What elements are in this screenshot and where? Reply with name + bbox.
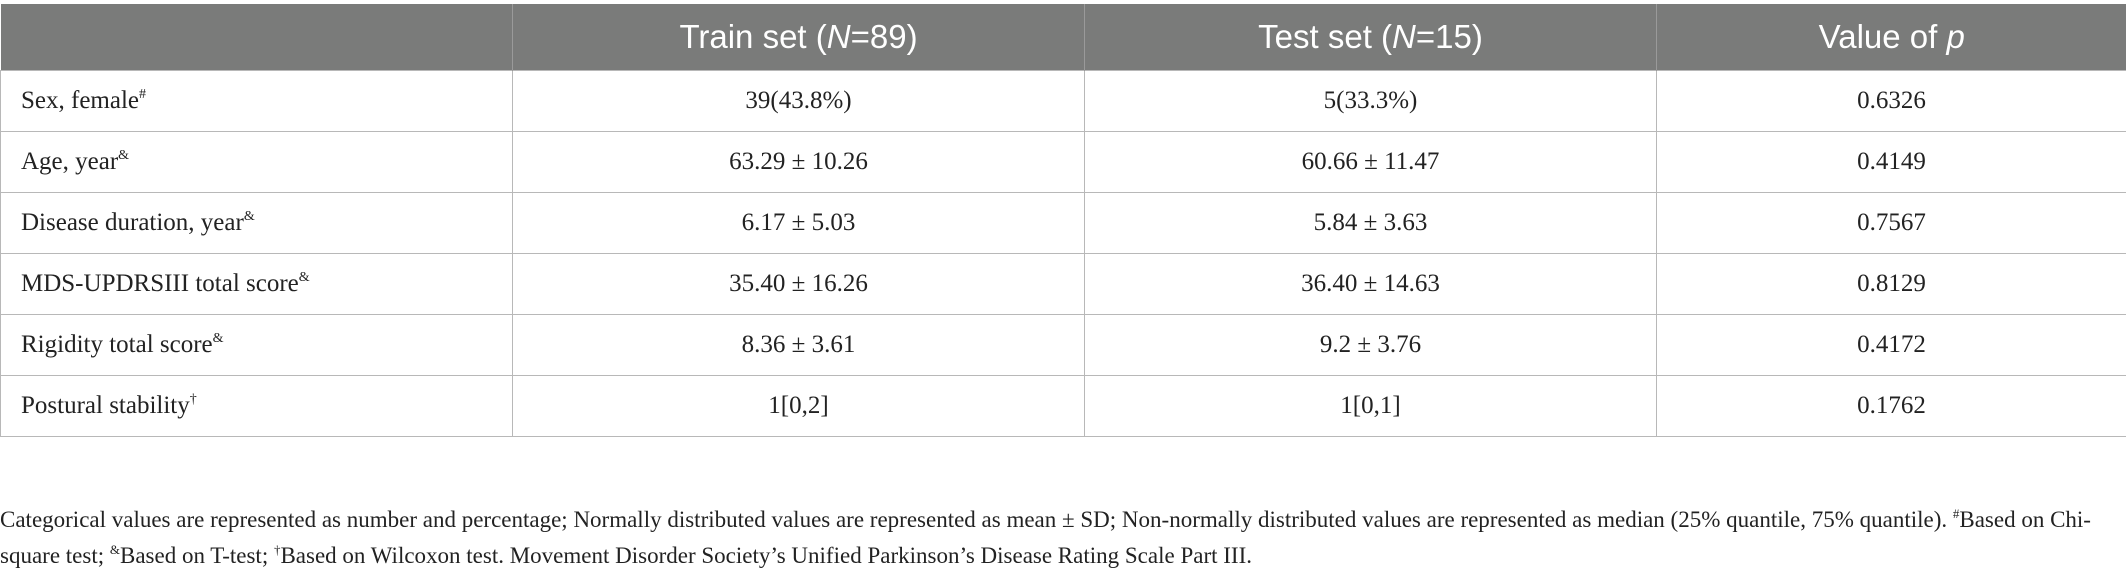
- baseline-characteristics-table: Train set (N=89) Test set (N=15) Value o…: [0, 4, 2126, 437]
- row-label: Age, year&: [0, 131, 513, 193]
- test-value: 1[0,1]: [1084, 375, 1657, 437]
- test-value: 5.84 ± 3.63: [1084, 192, 1657, 254]
- table-row-postural-stability: Postural stability† 1[0,2] 1[0,1] 0.1762: [0, 375, 2126, 437]
- p-value: 0.4172: [1656, 314, 2126, 376]
- header-test-set: Test set (N=15): [1084, 4, 1657, 71]
- row-label: Disease duration, year&: [0, 192, 513, 254]
- header-row: Train set (N=89) Test set (N=15) Value o…: [0, 4, 2126, 71]
- p-value: 0.6326: [1656, 70, 2126, 132]
- table-row-sex: Sex, female# 39(43.8%) 5(33.3%) 0.6326: [0, 70, 2126, 132]
- table-footnote: Categorical values are represented as nu…: [0, 506, 2091, 568]
- train-value: 1[0,2]: [512, 375, 1085, 437]
- footnote-mark: †: [273, 542, 281, 557]
- footnote-mark: &: [109, 542, 120, 557]
- table-row-age: Age, year& 63.29 ± 10.26 60.66 ± 11.47 0…: [0, 131, 2126, 193]
- row-label: Rigidity total score&: [0, 314, 513, 376]
- test-value: 60.66 ± 11.47: [1084, 131, 1657, 193]
- table-row-mds-updrsiii: MDS-UPDRSIII total score& 35.40 ± 16.26 …: [0, 253, 2126, 315]
- p-value: 0.7567: [1656, 192, 2126, 254]
- table-body: Sex, female# 39(43.8%) 5(33.3%) 0.6326 A…: [0, 70, 2126, 437]
- train-value: 63.29 ± 10.26: [512, 131, 1085, 193]
- header-train-set: Train set (N=89): [512, 4, 1085, 71]
- p-value: 0.4149: [1656, 131, 2126, 193]
- footnote-mark: #: [139, 87, 147, 102]
- table-header: Train set (N=89) Test set (N=15) Value o…: [0, 4, 2126, 71]
- header-blank-cell: [0, 4, 513, 71]
- p-value: 0.8129: [1656, 253, 2126, 315]
- p-value: 0.1762: [1656, 375, 2126, 437]
- row-label: Postural stability†: [0, 375, 513, 437]
- train-value: 35.40 ± 16.26: [512, 253, 1085, 315]
- footnote-mark: &: [243, 209, 255, 224]
- train-value: 6.17 ± 5.03: [512, 192, 1085, 254]
- footnote-mark: &: [118, 148, 130, 163]
- row-label: Sex, female#: [0, 70, 513, 132]
- row-label: MDS-UPDRSIII total score&: [0, 253, 513, 315]
- test-value: 9.2 ± 3.76: [1084, 314, 1657, 376]
- footnote-mark: #: [1952, 506, 1960, 521]
- table-row-rigidity: Rigidity total score& 8.36 ± 3.61 9.2 ± …: [0, 314, 2126, 376]
- test-value: 5(33.3%): [1084, 70, 1657, 132]
- test-value: 36.40 ± 14.63: [1084, 253, 1657, 315]
- header-p-value: Value of p: [1656, 4, 2126, 71]
- train-value: 8.36 ± 3.61: [512, 314, 1085, 376]
- footnote-mark: †: [189, 392, 197, 407]
- footnote-mark: &: [298, 270, 310, 285]
- train-value: 39(43.8%): [512, 70, 1085, 132]
- footnote-mark: &: [212, 331, 224, 346]
- table-row-disease-duration: Disease duration, year& 6.17 ± 5.03 5.84…: [0, 192, 2126, 254]
